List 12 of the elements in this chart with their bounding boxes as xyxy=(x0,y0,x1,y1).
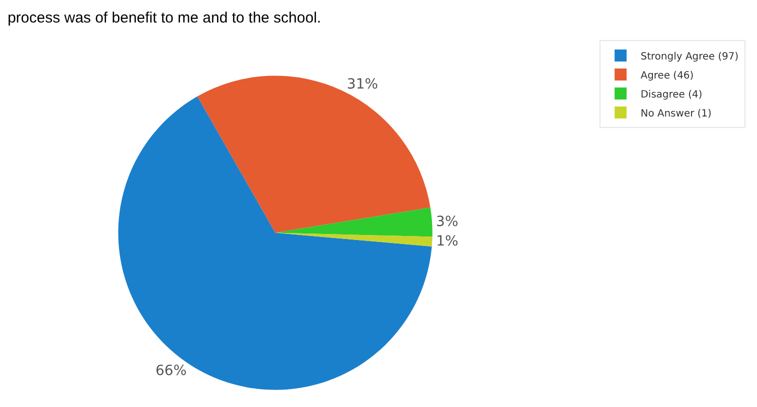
legend-label: Strongly Agree (97) xyxy=(640,51,739,62)
data-label: 3% xyxy=(436,214,458,230)
chart-title: process was of benefit to me and to the school. xyxy=(8,10,322,27)
pie-slice xyxy=(275,208,432,237)
pie-slice xyxy=(118,96,432,390)
data-label: 1% xyxy=(436,234,458,250)
data-label: 66% xyxy=(156,362,187,379)
legend-label: Disagree (4) xyxy=(640,89,702,100)
pie-slice xyxy=(197,76,430,233)
legend-label: No Answer (1) xyxy=(640,108,712,120)
legend-label: Agree (46) xyxy=(640,70,694,82)
data-label: 31% xyxy=(346,76,378,92)
